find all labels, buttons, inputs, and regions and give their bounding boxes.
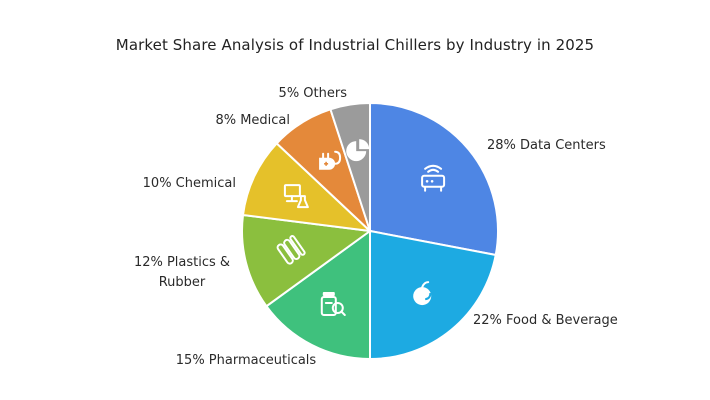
pie-slice-chemical: [241, 141, 373, 233]
medicine-jar-icon: [320, 292, 346, 316]
pie-slice-data-centers: [369, 101, 499, 257]
chart-title: Market Share Analysis of Industrial Chil…: [115, 36, 595, 54]
slice-label: 10% Chemical: [143, 176, 236, 191]
pie-slice-pharmaceuticals: [265, 229, 371, 361]
pie-chart-icon: [346, 139, 370, 162]
plastic-tubes-icon: [276, 235, 306, 265]
slice-label: 8% Medical: [215, 113, 290, 128]
slice-label: 28% Data Centers: [487, 138, 606, 153]
pie-slice-others: [329, 101, 371, 232]
lab-computer-icon: [283, 184, 309, 209]
pie-slice-food-beverage: [369, 229, 497, 361]
pie-slices: [241, 101, 499, 361]
slice-label: 5% Others: [279, 86, 348, 101]
medical-plug-icon: [319, 150, 342, 170]
slice-icons: [276, 139, 446, 316]
server-wifi-icon: [421, 164, 446, 192]
fruit-icon: [413, 281, 432, 306]
slice-label: 12% Plastics & Rubber: [134, 255, 230, 290]
pie-slice-plastics-rubber: [241, 213, 373, 308]
slice-label: 15% Pharmaceuticals: [176, 353, 317, 368]
slice-label: 22% Food & Beverage: [473, 313, 618, 328]
slice-labels: 28% Data Centers 22% Food & Beverage 15% P…: [134, 86, 618, 368]
